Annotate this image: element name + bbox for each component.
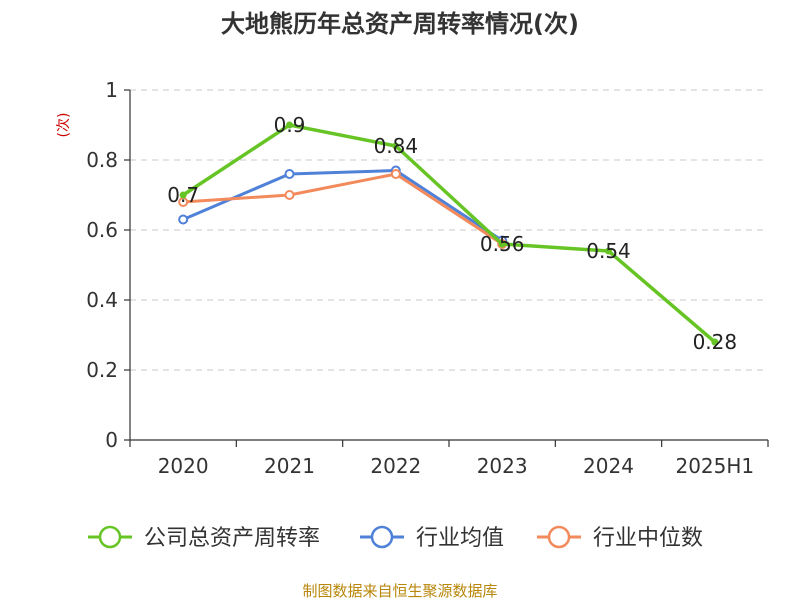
data-point [605, 247, 612, 255]
legend: 公司总资产周转率 行业均值 行业中位数 [88, 525, 703, 551]
x-tick-label: 2021 [264, 454, 315, 478]
data-label: 0.56 [480, 232, 525, 256]
data-point [392, 142, 400, 150]
y-tick-label: 0.8 [86, 148, 118, 172]
y-tick-label: 0.4 [86, 288, 118, 312]
data-point [711, 338, 719, 346]
axis-layer [124, 89, 769, 447]
data-point [286, 121, 293, 129]
data-point [284, 190, 295, 200]
data-label: 0.9 [274, 113, 306, 137]
series-line [181, 169, 504, 242]
series-layer [178, 121, 719, 346]
y-tick-label: 0 [105, 428, 118, 452]
data-point [390, 169, 401, 179]
x-tick-label: 2022 [370, 454, 421, 478]
legend-item[interactable]: 公司总资产周转率 [88, 525, 320, 551]
legend-marker [547, 525, 571, 549]
legend-item[interactable]: 行业中位数 [537, 525, 703, 551]
data-label: 0.7 [167, 183, 199, 207]
data-point [498, 240, 506, 248]
x-tick-label: 2023 [477, 454, 528, 478]
tick-label-layer: 0 0.2 0.4 0.6 0.8 1 2020 2021 2022 2023 2024 2025H1 [86, 78, 754, 478]
data-label-layer: 0.7 0.9 0.84 0.56 0.54 0.28 [167, 113, 737, 354]
series-line [181, 172, 504, 246]
data-point [284, 169, 295, 179]
data-point [179, 191, 187, 199]
x-tick-label: 2020 [158, 454, 209, 478]
y-tick-label: 0.2 [86, 358, 118, 382]
data-point [178, 214, 189, 225]
legend-marker [370, 525, 394, 549]
series-line [181, 123, 717, 344]
x-tick-label: 2025H1 [675, 454, 754, 478]
source-note: 制图数据来自恒生聚源数据库 [302, 582, 497, 600]
legend-item[interactable]: 行业均值 [360, 525, 504, 551]
legend-label: 公司总资产周转率 [144, 526, 320, 551]
legend-marker [98, 525, 122, 549]
y-axis-title: (次) [56, 113, 72, 138]
data-label: 0.28 [693, 330, 738, 354]
x-tick-label: 2024 [583, 454, 634, 478]
y-tick-label: 0.6 [86, 218, 118, 242]
legend-label: 行业均值 [416, 526, 504, 551]
legend-label: 行业中位数 [593, 526, 703, 551]
grid-layer [130, 89, 768, 371]
y-tick-label: 1 [105, 78, 118, 102]
chart-title: 大地熊历年总资产周转率情况(次) [221, 10, 579, 38]
data-label: 0.54 [586, 239, 631, 263]
data-label: 0.84 [374, 134, 419, 158]
